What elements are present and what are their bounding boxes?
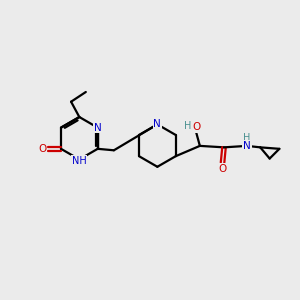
Text: N: N (94, 123, 102, 133)
Text: H: H (184, 121, 191, 131)
Text: O: O (38, 144, 46, 154)
Text: O: O (218, 164, 227, 174)
Text: O: O (193, 122, 201, 132)
Text: N: N (243, 141, 251, 151)
Text: N: N (154, 119, 161, 129)
Text: NH: NH (72, 156, 87, 166)
Text: H: H (243, 133, 251, 142)
